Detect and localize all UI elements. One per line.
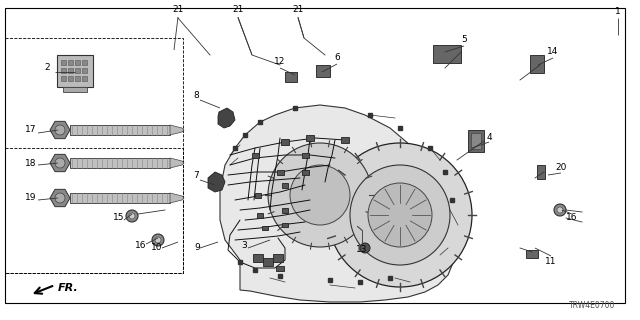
Circle shape (557, 207, 563, 213)
Circle shape (152, 234, 164, 246)
Bar (277, 170, 284, 175)
Text: 3: 3 (241, 241, 247, 250)
Polygon shape (50, 121, 70, 139)
Text: 16: 16 (566, 213, 578, 222)
Bar (75, 60, 80, 65)
Bar (68, 76, 73, 81)
Text: 18: 18 (25, 158, 36, 167)
Polygon shape (50, 189, 70, 207)
Circle shape (368, 183, 432, 247)
Circle shape (268, 143, 372, 247)
Bar (5, 38, 183, 273)
Bar (316, 65, 330, 77)
Bar (75, 76, 80, 81)
Text: 4: 4 (486, 132, 492, 141)
Polygon shape (170, 125, 184, 135)
Bar (82, 76, 87, 81)
Bar (537, 165, 545, 179)
Bar (530, 55, 544, 73)
Bar (70, 158, 170, 168)
Bar (341, 137, 349, 143)
Text: 17: 17 (25, 125, 36, 134)
Text: 21: 21 (232, 5, 244, 14)
Circle shape (129, 213, 135, 219)
Bar (302, 170, 309, 175)
Bar (61, 60, 66, 65)
Circle shape (328, 143, 472, 287)
Bar (61, 68, 66, 73)
Bar (252, 153, 259, 158)
Bar (526, 250, 538, 258)
Text: 12: 12 (275, 58, 285, 67)
Circle shape (350, 165, 450, 265)
Text: 2: 2 (44, 63, 50, 73)
Circle shape (55, 158, 65, 168)
Bar (257, 213, 263, 218)
Polygon shape (50, 154, 70, 172)
Polygon shape (220, 105, 458, 302)
Text: 13: 13 (356, 244, 368, 253)
Bar (70, 125, 170, 135)
Bar (70, 193, 170, 203)
Bar (306, 135, 314, 141)
Bar (68, 60, 73, 65)
Text: 19: 19 (25, 194, 36, 203)
Bar (471, 133, 481, 149)
Bar (276, 266, 284, 271)
Bar (5, 148, 183, 273)
Bar (63, 87, 87, 92)
Polygon shape (170, 158, 184, 168)
Circle shape (290, 165, 350, 225)
Bar (61, 76, 66, 81)
Polygon shape (218, 108, 235, 128)
Bar (302, 153, 309, 158)
Bar (75, 68, 80, 73)
Text: TRW4E0700: TRW4E0700 (568, 301, 615, 310)
Circle shape (554, 204, 566, 216)
Bar (57, 55, 93, 87)
Polygon shape (208, 172, 225, 192)
Text: 1: 1 (615, 7, 621, 17)
Bar (282, 223, 288, 227)
Circle shape (360, 243, 370, 253)
Bar (273, 254, 283, 262)
Bar (281, 139, 289, 145)
Text: 20: 20 (556, 164, 566, 172)
Polygon shape (170, 193, 184, 203)
Text: 21: 21 (292, 5, 304, 14)
Bar (468, 130, 484, 152)
Circle shape (126, 210, 138, 222)
Text: 10: 10 (151, 243, 163, 252)
Circle shape (55, 193, 65, 203)
Text: 16: 16 (135, 242, 147, 251)
Bar (282, 183, 288, 188)
Text: FR.: FR. (58, 283, 79, 293)
Bar (263, 258, 273, 266)
Bar (433, 45, 461, 63)
Bar (82, 60, 87, 65)
Text: 5: 5 (461, 36, 467, 44)
Bar (68, 68, 73, 73)
Text: 6: 6 (334, 53, 340, 62)
Bar (253, 254, 263, 262)
Text: 21: 21 (172, 5, 184, 14)
Text: 14: 14 (547, 47, 559, 57)
Text: 9: 9 (194, 243, 200, 252)
Bar (82, 68, 87, 73)
Bar (255, 193, 261, 198)
Text: 8: 8 (193, 91, 199, 100)
Text: 11: 11 (545, 257, 557, 266)
Circle shape (155, 237, 161, 243)
Text: 15: 15 (113, 213, 125, 222)
Bar (262, 226, 268, 230)
Text: 7: 7 (193, 171, 199, 180)
Circle shape (55, 125, 65, 135)
Bar (282, 208, 288, 213)
Bar (285, 72, 297, 82)
